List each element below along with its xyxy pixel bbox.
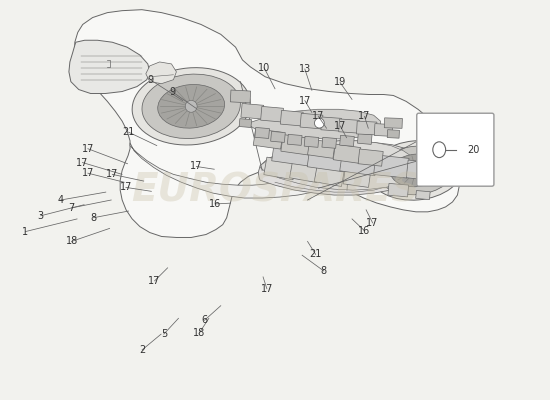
Polygon shape [255, 128, 270, 138]
Polygon shape [339, 119, 359, 133]
Ellipse shape [390, 154, 442, 187]
Ellipse shape [132, 68, 250, 145]
Text: 16: 16 [359, 226, 371, 236]
Text: 17: 17 [190, 162, 202, 172]
Polygon shape [358, 149, 383, 166]
Polygon shape [321, 117, 342, 131]
Polygon shape [300, 113, 323, 129]
Polygon shape [280, 110, 303, 126]
Polygon shape [343, 169, 371, 188]
Text: 5: 5 [161, 329, 167, 339]
Polygon shape [387, 130, 399, 138]
Text: EUROSPARES: EUROSPARES [131, 171, 419, 209]
Polygon shape [314, 166, 344, 186]
Text: 10: 10 [258, 63, 270, 73]
Circle shape [315, 118, 324, 128]
Text: 16: 16 [209, 199, 222, 209]
Circle shape [411, 166, 421, 175]
Text: 17: 17 [82, 168, 94, 178]
Text: 8: 8 [90, 213, 96, 223]
Text: 18: 18 [193, 328, 205, 338]
Polygon shape [241, 104, 264, 119]
Text: 9: 9 [169, 86, 175, 96]
Polygon shape [416, 190, 430, 200]
Polygon shape [373, 155, 409, 178]
Polygon shape [260, 141, 418, 190]
Polygon shape [356, 121, 377, 135]
Polygon shape [340, 135, 354, 146]
Text: 3: 3 [37, 211, 44, 221]
Text: 17: 17 [261, 284, 273, 294]
Polygon shape [307, 145, 348, 172]
Text: 17: 17 [312, 111, 324, 121]
Text: 7: 7 [69, 203, 75, 213]
Polygon shape [272, 139, 312, 166]
Polygon shape [281, 134, 311, 155]
Polygon shape [288, 134, 302, 145]
Polygon shape [430, 164, 453, 178]
Circle shape [428, 141, 438, 151]
Text: 13: 13 [299, 64, 311, 74]
Polygon shape [245, 109, 381, 139]
Polygon shape [130, 143, 357, 198]
Text: 21: 21 [310, 250, 322, 260]
Polygon shape [333, 144, 361, 163]
Text: 1: 1 [23, 226, 29, 236]
Polygon shape [322, 137, 337, 148]
Polygon shape [358, 133, 372, 144]
Text: 17: 17 [106, 169, 118, 179]
Polygon shape [261, 106, 283, 122]
Text: 17: 17 [299, 96, 311, 106]
Polygon shape [69, 40, 150, 94]
FancyBboxPatch shape [417, 113, 494, 186]
Polygon shape [307, 139, 335, 158]
Text: 20: 20 [468, 145, 480, 155]
Polygon shape [239, 119, 252, 128]
Text: 17: 17 [334, 121, 346, 131]
Text: 18: 18 [65, 236, 78, 246]
Polygon shape [448, 146, 464, 158]
Polygon shape [271, 131, 285, 142]
Text: 17: 17 [358, 111, 371, 121]
Ellipse shape [158, 84, 224, 128]
Polygon shape [375, 124, 393, 136]
Circle shape [185, 100, 197, 112]
Polygon shape [384, 118, 403, 128]
Text: 19: 19 [334, 78, 346, 88]
Polygon shape [230, 90, 251, 103]
Text: 17: 17 [82, 144, 94, 154]
Text: 2: 2 [139, 345, 145, 355]
Ellipse shape [369, 141, 463, 200]
Text: 4: 4 [58, 195, 64, 205]
Polygon shape [406, 160, 438, 181]
Text: 17: 17 [148, 276, 161, 286]
Polygon shape [304, 136, 319, 147]
Text: 8: 8 [321, 266, 327, 276]
Text: 21: 21 [122, 127, 135, 137]
Polygon shape [264, 157, 296, 180]
Polygon shape [290, 162, 320, 182]
Ellipse shape [378, 146, 454, 195]
Polygon shape [258, 141, 423, 195]
Polygon shape [146, 62, 177, 84]
Text: 17: 17 [76, 158, 89, 168]
Polygon shape [253, 129, 283, 149]
Text: 9: 9 [147, 75, 153, 85]
Polygon shape [75, 10, 459, 238]
Ellipse shape [142, 74, 240, 138]
Polygon shape [388, 183, 409, 197]
Text: 17: 17 [366, 218, 379, 228]
Text: 17: 17 [120, 182, 132, 192]
Polygon shape [340, 149, 378, 176]
Text: 6: 6 [201, 315, 207, 325]
